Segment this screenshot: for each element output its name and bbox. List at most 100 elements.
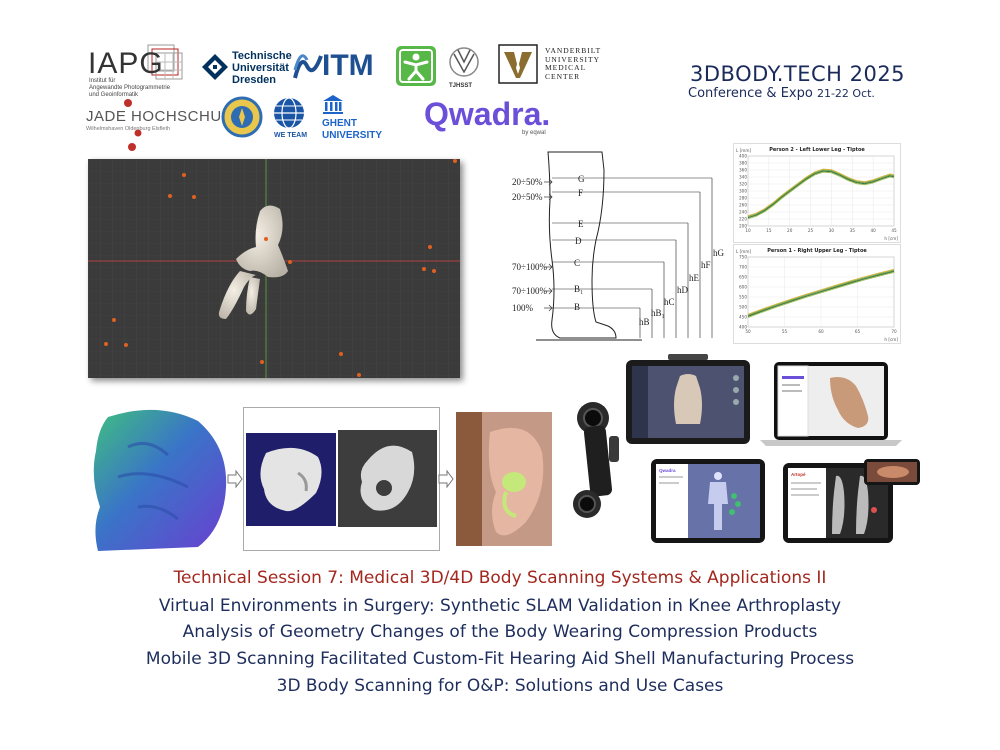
chart-series: [747, 168, 895, 220]
x-tick-label: 10: [745, 228, 751, 233]
ghent-logo-text: GHENT UNIVERSITY: [322, 118, 382, 142]
handheld-3d-scanner: [573, 402, 619, 518]
segment-label: C: [574, 258, 580, 268]
knee-3d-viewer[interactable]: [88, 159, 460, 378]
knee-bone-model: [218, 205, 288, 319]
jade-dots-icon: [124, 99, 142, 151]
x-tick-label: 60: [818, 329, 824, 334]
height-label: hG: [713, 248, 725, 258]
chart-grid: [747, 256, 895, 328]
vanderbilt-v-icon: [498, 44, 538, 84]
y-tick-label: 500: [739, 305, 747, 310]
tablet-foot-xray: Artopé: [783, 463, 893, 543]
laptop-foot-scan: [760, 362, 902, 446]
qwadra-logo-name: Qwadra.: [424, 96, 551, 132]
level-label: 20÷50%: [512, 177, 543, 187]
jade-logo-name: JADE HOCHSCHULE: [86, 108, 242, 125]
talk-title: Analysis of Geometry Changes of the Body…: [182, 622, 818, 642]
leg-outline: [536, 151, 642, 341]
vanderbilt-line: CENTER: [545, 71, 581, 81]
height-label: hE: [689, 273, 700, 283]
y-tick-label: 400: [739, 325, 747, 330]
head-scan-image: [93, 409, 227, 551]
building-icon: [323, 95, 343, 114]
conference-subtitle: Conference & Expo 21-22 Oct.: [688, 86, 875, 101]
chart-grid: [747, 155, 895, 227]
series-line: [747, 169, 895, 218]
tablet-torso-scan: [626, 354, 750, 444]
chart-xlabel: h [cm]: [884, 236, 898, 241]
ear-impression-panel: [243, 407, 440, 551]
y-tick-label: 300: [739, 189, 747, 194]
x-tick-label: 30: [829, 228, 835, 233]
chart-xlabel: h [cm]: [884, 337, 898, 342]
height-label: hC: [664, 297, 675, 307]
ear-with-earpiece-photo: [456, 412, 552, 546]
segment-label: B₁: [574, 284, 583, 294]
x-tick-label: 25: [808, 228, 814, 233]
height-label: hB: [639, 317, 650, 327]
tud-line: Universität: [232, 62, 289, 74]
x-tick-label: 20: [787, 228, 793, 233]
series-line: [747, 269, 895, 316]
x-tick-label: 45: [891, 228, 897, 233]
level-lines: [552, 177, 713, 338]
level-label: 100%: [512, 303, 534, 313]
chart-title: Person 2 - Left Lower Leg - Tiptoe: [769, 147, 865, 153]
tud-mark-icon: [202, 54, 228, 80]
talk-title: Virtual Environments in Surgery: Synthet…: [158, 596, 842, 616]
height-label: hF: [701, 260, 711, 270]
y-tick-label: 220: [739, 217, 747, 222]
y-tick-label: 400: [739, 154, 747, 159]
series-line: [747, 171, 895, 220]
y-tick-label: 380: [739, 161, 747, 166]
ghent-line: UNIVERSITY: [322, 130, 383, 141]
y-tick-label: 360: [739, 168, 747, 173]
level-label: 70÷100%: [512, 262, 547, 272]
itm-logo-text: ITM: [322, 49, 374, 82]
chart-title: Person 1 - Right Upper Leg - Tiptoe: [767, 248, 867, 254]
tud-logo-text: Technische Universität Dresden: [232, 50, 292, 86]
height-label: hB₁: [651, 308, 665, 318]
tjhsst-logo-text: TJHSST: [449, 83, 473, 89]
talk-title: 3D Body Scanning for O&P: Solutions and …: [276, 676, 724, 696]
conference-title: 3DBODY.TECH 2025: [690, 62, 906, 86]
x-tick-label: 70: [891, 329, 897, 334]
segment-label: F: [578, 188, 583, 198]
segment-label: D: [575, 236, 582, 246]
y-tick-label: 700: [739, 265, 747, 270]
arrow-right-icon: [438, 470, 454, 488]
crest-emblem-icon: [221, 96, 263, 138]
y-tick-label: 240: [739, 210, 747, 215]
y-tick-label: 340: [739, 175, 747, 180]
x-tick-label: 35: [850, 228, 856, 233]
iapg-logo-subtitle: Institut für Angewandte Photogrammetrie …: [89, 78, 179, 99]
x-tick-label: 65: [855, 329, 861, 334]
conference-subtitle-text: Conference & Expo: [688, 86, 813, 101]
ghent-line: GHENT: [322, 118, 357, 129]
conference-dates: 21-22 Oct.: [816, 87, 875, 100]
vanderbilt-line: MEDICAL: [545, 63, 587, 72]
x-tick-label: 15: [766, 228, 772, 233]
session-title: Technical Session 7: Medical 3D/4D Body …: [173, 568, 827, 588]
iapg-subtitle-line: und Geoinformatik: [89, 92, 139, 98]
vanderbilt-line: UNIVERSITY: [545, 54, 600, 64]
vanderbilt-line: VANDERBILT: [545, 46, 602, 55]
arrow-right-icon: [227, 470, 243, 488]
vanderbilt-logo-text: VANDERBILT UNIVERSITY MEDICAL CENTER: [545, 46, 602, 81]
iapg-logo-name: IAPG: [88, 47, 164, 80]
lower-leg-chart: Person 2 - Left Lower Leg - Tiptoe L [mm…: [733, 143, 901, 243]
globe-icon: [274, 97, 304, 129]
chart-series: [747, 268, 895, 318]
jade-logo-subtitle: Wilhelmshaven Oldenburg Elsfleth: [86, 126, 171, 132]
level-label: 70÷100%: [512, 286, 547, 296]
iapg-grid-icon: [147, 44, 183, 80]
landmark-markers: [104, 159, 457, 377]
talk-title: Mobile 3D Scanning Facilitated Custom-Fi…: [145, 649, 855, 669]
y-tick-label: 320: [739, 182, 747, 187]
y-tick-label: 280: [739, 196, 747, 201]
y-tick-label: 650: [739, 275, 747, 280]
human-figure-icon: [396, 46, 436, 86]
y-tick-label: 550: [739, 295, 747, 300]
chart-ticks: 10 15 20 25 30 35 40 45 400 380 360 340 320 300 280 260…: [739, 154, 897, 234]
